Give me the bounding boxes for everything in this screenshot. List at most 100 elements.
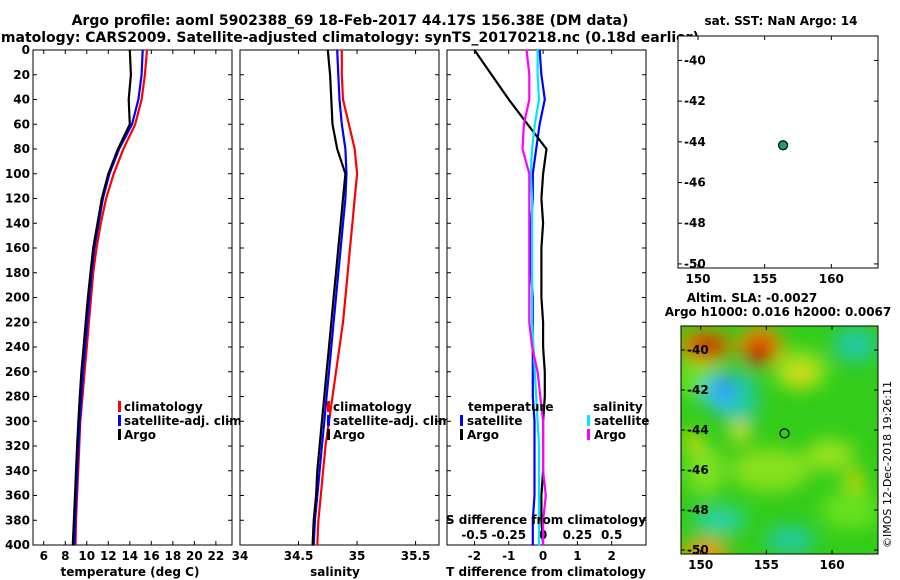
data-point — [528, 247, 531, 249]
data-point — [339, 222, 342, 225]
y-tick-label: -46 — [684, 176, 706, 190]
data-point — [337, 74, 340, 76]
data-point — [344, 173, 347, 175]
data-point — [341, 123, 343, 126]
data-point — [344, 197, 347, 200]
data-point — [107, 173, 110, 175]
data-point — [342, 321, 344, 324]
data-point — [525, 49, 528, 51]
data-point — [533, 420, 536, 423]
legend-title-temperature: temperature — [468, 400, 553, 414]
y-tick-label: 60 — [13, 117, 30, 131]
data-point — [348, 123, 350, 126]
data-point — [336, 49, 339, 51]
data-point — [533, 494, 536, 497]
legend-swatch-t-satellite — [460, 415, 463, 426]
data-point — [82, 346, 85, 348]
data-point — [538, 544, 540, 546]
sst-map-title: sat. SST: NaN Argo: 14 — [704, 14, 857, 28]
data-point — [330, 346, 333, 348]
data-point — [346, 272, 349, 274]
data-point — [351, 222, 354, 225]
figure-title-line2: Climatology: CARS2009. Satellite-adjuste… — [0, 30, 699, 46]
legend-swatch-satellite — [327, 415, 330, 426]
data-point — [325, 395, 328, 398]
data-point — [79, 395, 81, 398]
data-point — [112, 173, 115, 175]
data-point — [342, 98, 344, 101]
s-difference-label: S difference from climatology — [446, 513, 646, 527]
sla-map-panel: Altim. SLA: -0.0027 Argo h1000: 0.016 h2… — [665, 291, 892, 572]
data-point — [129, 49, 131, 51]
data-point — [490, 74, 493, 76]
data-point — [321, 420, 323, 423]
legend-label-t-argo: Argo — [467, 428, 499, 442]
argo-location-marker — [779, 428, 790, 439]
series-s-argo — [521, 49, 547, 546]
temperature-panel: 0 20 40 60 80 100 120 140 160 180 200 220 240 260 280 3… — [5, 43, 246, 579]
legend-title-salinity: salinity — [593, 400, 643, 414]
data-point — [542, 445, 544, 447]
data-point — [328, 371, 330, 373]
data-point — [349, 247, 351, 249]
data-point — [335, 272, 337, 274]
data-point — [528, 272, 531, 274]
x-tick-label: 6 — [40, 549, 48, 563]
sla-map-title-line2: Argo h1000: 0.016 h2000: 0.0067 — [665, 305, 892, 319]
data-point — [327, 49, 329, 51]
data-point — [336, 148, 339, 150]
y-tick-label: 240 — [5, 340, 30, 354]
data-point — [545, 148, 548, 150]
data-point — [335, 371, 337, 373]
legend-swatch-s-satellite — [587, 415, 590, 426]
y-tick-label: 160 — [5, 241, 30, 255]
data-point — [321, 445, 323, 447]
data-point — [73, 544, 76, 546]
data-point — [329, 74, 331, 76]
data-point — [538, 49, 541, 51]
y-tick-label: -42 — [684, 94, 706, 108]
data-point — [542, 321, 544, 324]
data-point — [122, 148, 125, 150]
data-point — [531, 247, 533, 249]
x-tick-label: 155 — [754, 558, 779, 572]
x-tick-label: 1 — [573, 549, 581, 563]
data-point — [542, 346, 544, 348]
difference-panel: -2 -1 0 1 2 -0.5 -0.25 0 0.25 0.5 S difference f… — [446, 49, 649, 579]
legend-label-climatology: climatology — [333, 400, 412, 414]
data-point — [539, 395, 542, 398]
legend-swatch-s-argo — [587, 429, 590, 440]
data-point — [87, 296, 89, 299]
s-tick-label: 0.5 — [601, 528, 622, 542]
data-point — [536, 371, 539, 373]
s-tick-label: 0.25 — [563, 528, 593, 542]
sst-map-frame — [677, 35, 879, 269]
sla-map-frame — [680, 325, 879, 555]
temperature-xlabel: temperature (deg C) — [61, 565, 200, 579]
data-point — [73, 519, 75, 522]
data-point — [338, 98, 341, 101]
data-point — [88, 321, 90, 324]
data-point — [531, 197, 533, 200]
legend-swatch-t-argo — [460, 429, 463, 440]
data-point — [337, 272, 340, 274]
y-tick-label: 200 — [5, 291, 30, 305]
data-point — [356, 173, 358, 175]
y-tick-label: 300 — [5, 414, 30, 428]
legend-label-argo: Argo — [124, 428, 156, 442]
x-tick-label: 20 — [186, 549, 203, 563]
s-tick-label: -0.25 — [491, 528, 526, 542]
s-tick-label: -0.5 — [461, 528, 487, 542]
y-tick-label: -48 — [687, 503, 709, 517]
y-tick-label: -46 — [687, 463, 709, 477]
y-tick-label: 280 — [5, 390, 30, 404]
data-point — [342, 197, 344, 200]
y-tick-label: -42 — [687, 383, 709, 397]
x-tick-label: 2 — [608, 549, 616, 563]
data-point — [531, 346, 533, 348]
y-tick-label: 340 — [5, 464, 30, 478]
x-tick-label: 160 — [820, 558, 845, 572]
x-tick-label: -2 — [468, 549, 481, 563]
x-tick-label: 10 — [78, 549, 95, 563]
data-point — [84, 346, 86, 348]
